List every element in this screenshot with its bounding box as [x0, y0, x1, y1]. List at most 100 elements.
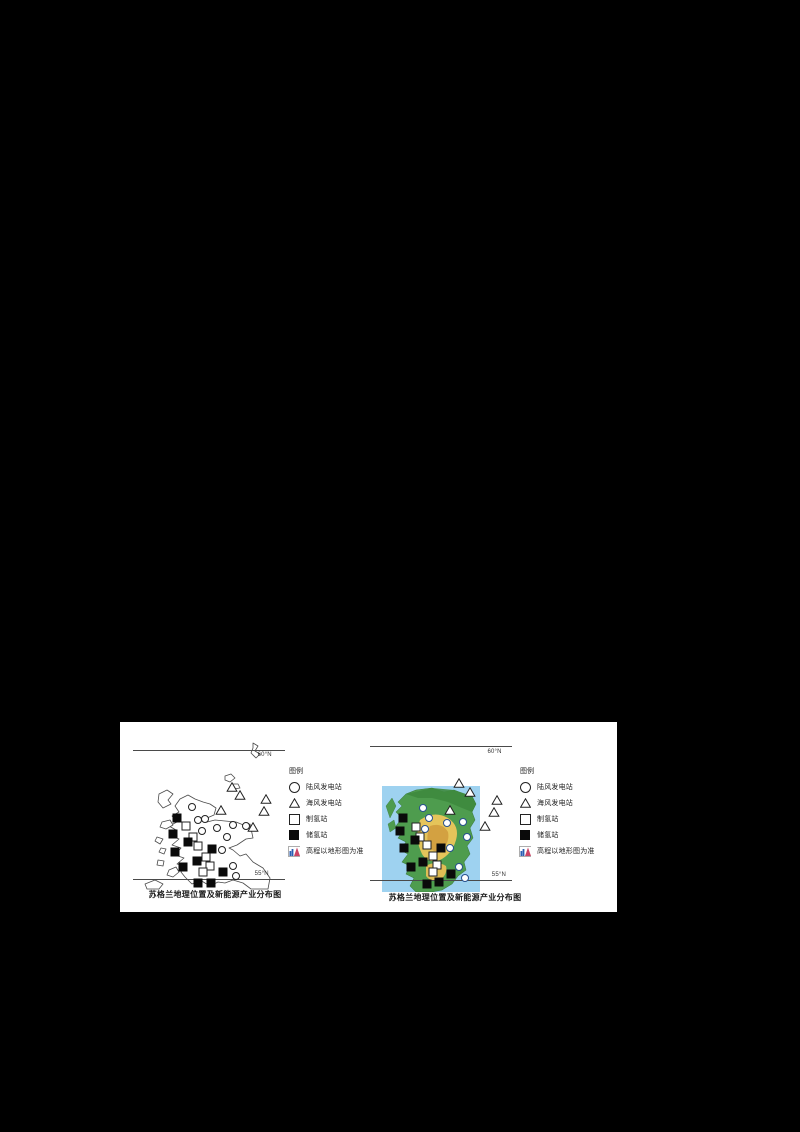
onshore-wind-marker [460, 874, 469, 883]
h2-storage-marker [183, 837, 193, 847]
legend-item-onshore-wind: 陆风发电站 [288, 779, 383, 795]
onshore-wind-marker [229, 821, 238, 830]
latitude-label-55n: 55°N [254, 871, 269, 878]
h2-storage-marker [172, 813, 182, 823]
offshore-wind-marker [444, 804, 456, 815]
legend-item-h2-production: 制氢站 [288, 811, 383, 827]
h2-storage-marker [168, 829, 178, 839]
h2-production-marker [411, 822, 421, 832]
h2-production-marker [201, 852, 211, 862]
caption-left-map: 苏格兰地理位置及新能源产业分布图 [148, 890, 282, 899]
h2-storage-marker [192, 856, 202, 866]
latitude-line-60n [133, 749, 285, 751]
h2-storage-marker [170, 847, 180, 857]
h2-storage-marker [436, 843, 446, 853]
latitude-label-60n: 60°N [487, 748, 502, 755]
legend-label: 制氢站 [537, 816, 559, 823]
latitude-label-55n: 55°N [491, 871, 507, 878]
offshore-wind-marker [464, 787, 476, 797]
onshore-wind-marker [463, 833, 471, 842]
h2-storage-marker [406, 862, 416, 872]
h2-production-icon [519, 813, 531, 825]
legend-item-relief-note: 高程以地形图为准 [288, 843, 383, 859]
h2-storage-marker [399, 843, 409, 853]
caption-right-map: 苏格兰地理位置及新能源产业分布图 [388, 893, 522, 902]
legend-label: 高程以地形图为准 [306, 848, 364, 855]
offshore-wind-marker [247, 821, 259, 832]
legend-item-onshore-wind: 陆风发电站 [519, 779, 614, 795]
h2-production-marker [193, 841, 203, 851]
onshore-wind-marker [455, 863, 464, 871]
h2-storage-marker [395, 826, 405, 836]
h2-production-marker [422, 840, 432, 850]
h2-storage-marker [410, 835, 420, 845]
onshore-wind-marker [198, 826, 206, 835]
offshore-wind-marker [215, 804, 227, 815]
legend-item-relief-note: 高程以地形图为准 [519, 843, 614, 859]
legend-label: 陆风发电站 [537, 784, 573, 791]
h2-storage-marker [218, 867, 228, 877]
onshore-wind-marker [420, 824, 429, 833]
offshore-wind-marker [488, 807, 500, 817]
onshore-wind-marker [213, 823, 222, 832]
legend-label: 高程以地形图为准 [537, 848, 595, 855]
offshore-wind-icon [519, 797, 531, 809]
legend-item-offshore-wind: 海风发电站 [288, 795, 383, 811]
h2-storage-marker [207, 844, 217, 854]
legend-label: 储氢站 [537, 832, 559, 839]
onshore-wind-marker [187, 802, 196, 811]
legend-label: 海风发电站 [306, 800, 342, 807]
h2-production-icon [288, 813, 300, 825]
onshore-wind-marker [241, 822, 250, 831]
h2-storage-marker [398, 813, 408, 823]
offshore-wind-marker [234, 789, 246, 800]
offshore-wind-marker [258, 805, 270, 816]
onshore-wind-marker [419, 804, 428, 813]
offshore-wind-marker [260, 793, 272, 804]
latitude-label-60n: 60°N [257, 752, 272, 759]
h2-storage-icon [289, 830, 299, 840]
relief-chart-icon [288, 845, 300, 857]
offshore-wind-marker [479, 820, 491, 831]
onshore-wind-marker [446, 844, 455, 853]
h2-production-marker [428, 867, 438, 877]
relief-chart-icon [519, 845, 531, 857]
offshore-wind-marker [453, 778, 465, 788]
h2-storage-marker [446, 869, 456, 879]
latitude-line-60n [370, 746, 513, 748]
h2-storage-marker [193, 878, 203, 888]
h2-production-marker [198, 867, 208, 877]
onshore-wind-marker [425, 814, 433, 823]
h2-production-marker [205, 861, 215, 871]
legend-item-offshore-wind: 海风发电站 [519, 795, 614, 811]
h2-storage-marker [434, 877, 444, 887]
h2-storage-icon [520, 830, 530, 840]
map-left-outline: 60°N 55°N [133, 742, 285, 890]
legend-right: 图例 陆风发电站 海风发电站 制氢站 储氢站 [519, 766, 614, 859]
legend-left: 图例 陆风发电站 海风发电站 制氢站 储氢站 [288, 766, 383, 859]
onshore-wind-marker [442, 819, 451, 828]
legend-label: 制氢站 [306, 816, 328, 823]
legend-item-h2-storage: 储氢站 [288, 827, 383, 843]
h2-production-marker [181, 821, 191, 831]
h2-production-marker [428, 851, 438, 861]
figure-panel: 60°N 55°N 图例 陆风发电站 海风发电站 制氢站 [120, 722, 617, 912]
legend-label: 储氢站 [306, 832, 328, 839]
legend-title: 图例 [520, 768, 534, 775]
onshore-wind-marker [232, 871, 241, 880]
onshore-wind-marker [218, 846, 227, 855]
onshore-wind-icon [519, 781, 531, 793]
legend-item-h2-storage: 储氢站 [519, 827, 614, 843]
station-markers-layer [370, 745, 515, 892]
onshore-wind-marker [201, 814, 210, 823]
offshore-wind-marker [226, 781, 238, 792]
onshore-wind-marker [229, 862, 238, 871]
h2-storage-marker [418, 857, 428, 867]
onshore-wind-icon [288, 781, 300, 793]
legend-item-h2-production: 制氢站 [519, 811, 614, 827]
legend-label: 陆风发电站 [306, 784, 342, 791]
offshore-wind-icon [288, 797, 300, 809]
legend-title: 图例 [289, 768, 303, 775]
legend-label: 海风发电站 [537, 800, 573, 807]
